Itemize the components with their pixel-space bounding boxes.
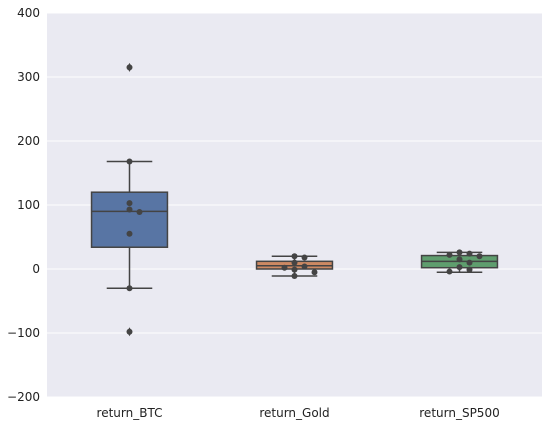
data-point — [466, 250, 473, 257]
box-return_BTC — [90, 191, 169, 248]
data-point — [291, 259, 298, 266]
data-point — [301, 263, 308, 270]
y-tick-label: 400 — [17, 6, 40, 20]
data-point — [126, 158, 133, 165]
x-tick-label: return_Gold — [259, 406, 329, 420]
y-tick-label: −200 — [7, 390, 40, 404]
x-tick-label: return_SP500 — [419, 406, 499, 420]
data-point — [291, 266, 298, 273]
data-point — [126, 64, 133, 71]
data-point — [301, 254, 308, 261]
data-point — [291, 273, 298, 280]
data-point — [291, 253, 298, 260]
y-tick-label: −100 — [7, 326, 40, 340]
y-tick-label: 100 — [17, 198, 40, 212]
y-tick-label: 300 — [17, 70, 40, 84]
data-point — [126, 285, 133, 292]
boxes — [90, 62, 499, 337]
data-point — [126, 206, 133, 213]
data-point — [466, 259, 473, 266]
data-point — [446, 251, 453, 258]
x-axis-tick-labels: return_BTC return_Gold return_SP500 — [97, 406, 500, 420]
y-axis-tick-labels: −200 −100 0 100 200 300 400 — [7, 6, 40, 404]
data-point — [126, 200, 133, 207]
data-point — [136, 209, 143, 216]
data-point — [456, 249, 463, 256]
data-point — [456, 256, 463, 263]
data-point — [446, 268, 453, 275]
data-point — [466, 266, 473, 273]
data-point — [126, 328, 133, 335]
data-point — [456, 264, 463, 271]
x-tick-label: return_BTC — [97, 406, 163, 420]
y-tick-label: 200 — [17, 134, 40, 148]
y-tick-label: 0 — [32, 262, 40, 276]
data-point — [126, 230, 133, 237]
data-point — [476, 253, 483, 260]
data-point — [281, 264, 288, 271]
data-point — [311, 269, 318, 276]
